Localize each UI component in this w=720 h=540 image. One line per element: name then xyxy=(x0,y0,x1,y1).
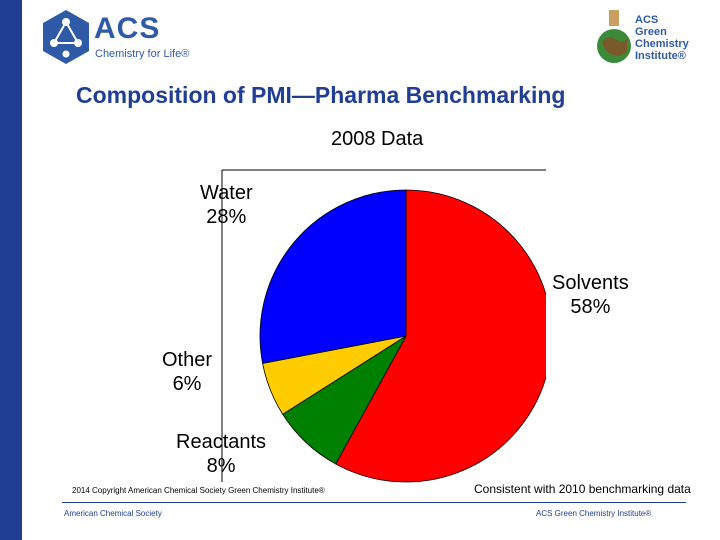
left-accent-bar xyxy=(0,0,22,540)
slice-label-solvents: Solvents 58% xyxy=(552,271,629,319)
slice-label-solvents-value: 58% xyxy=(570,296,611,318)
acs-logo-word: ACS xyxy=(94,12,161,45)
slice-label-reactants-name: Reactants xyxy=(176,431,267,453)
slice-label-reactants: Reactants 8% xyxy=(176,430,266,478)
footer-right-text: ACS Green Chemistry Institute® xyxy=(536,509,652,518)
gci-logo-text: ACS Green Chemistry Institute® xyxy=(635,14,689,62)
benchmark-note: Consistent with 2010 benchmarking data xyxy=(474,482,691,496)
slice-label-water-name: Water xyxy=(200,182,253,204)
slice-label-solvents-name: Solvents xyxy=(552,272,629,294)
page-title: Composition of PMI—Pharma Benchmarking xyxy=(76,82,566,108)
slice-label-reactants-value: 8% xyxy=(206,455,236,477)
chart-title: 2008 Data xyxy=(331,128,424,150)
slice-label-other: Other 6% xyxy=(162,348,212,396)
acs-logo-tagline: Chemistry for Life® xyxy=(95,48,190,60)
footer-left-text: American Chemical Society xyxy=(64,509,162,518)
gci-logo: ACS Green Chemistry Institute® xyxy=(595,8,715,78)
plot-area-edge xyxy=(546,160,566,500)
flask-globe-icon xyxy=(597,10,631,63)
pie-slice-water xyxy=(259,189,407,364)
slice-label-other-name: Other xyxy=(162,349,213,371)
slice-label-water: Water 28% xyxy=(200,181,253,229)
acs-hexagon-icon xyxy=(43,10,89,64)
slice-label-other-value: 6% xyxy=(172,373,202,395)
acs-logo: ACS Chemistry for Life® xyxy=(40,8,210,72)
footer-divider xyxy=(62,502,686,503)
slice-label-water-value: 28% xyxy=(206,206,247,228)
copyright-notice: 2014 Copyright American Chemical Society… xyxy=(72,486,325,495)
